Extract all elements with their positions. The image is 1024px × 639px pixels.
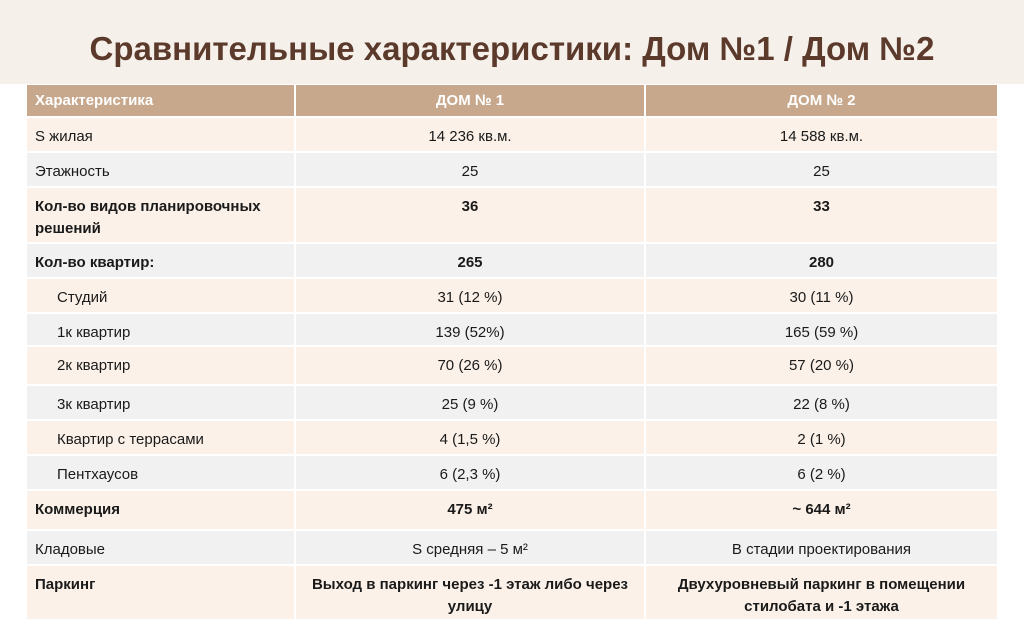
cell: 6 (2 %) <box>645 455 999 491</box>
cell: 2 (1 %) <box>645 420 999 456</box>
cell: В стадии проектирования <box>645 530 999 566</box>
cell: 4 (1,5 %) <box>295 420 646 456</box>
row-label: Этажность <box>27 152 296 188</box>
row-label: 3к квартир <box>27 385 296 421</box>
column-header: ДОМ № 2 <box>645 85 999 118</box>
table-row: Квартир с террасами 4 (1,5 %) 2 (1 %) <box>27 420 999 456</box>
row-label: Коммерция <box>27 490 296 531</box>
cell: ~ 644 м² <box>645 490 999 531</box>
cell: 22 (8 %) <box>645 385 999 421</box>
table-row: 1к квартир 139 (52%) 165 (59 %) <box>27 313 999 347</box>
comparison-table: Характеристика ДОМ № 1 ДОМ № 2 S жилая 14 2… <box>27 85 999 621</box>
column-header: ДОМ № 1 <box>295 85 646 118</box>
row-label: Студий <box>27 278 296 314</box>
table-row: S жилая 14 236 кв.м. 14 588 кв.м. <box>27 117 999 153</box>
table-row: Этажность 25 25 <box>27 152 999 188</box>
table-row: 3к квартир 25 (9 %) 22 (8 %) <box>27 385 999 421</box>
cell: Выход в паркинг через -1 этаж либо через… <box>295 565 646 621</box>
row-label: 1к квартир <box>27 313 296 347</box>
title: Сравнительные характеристики: Дом №1 / Д… <box>89 30 935 67</box>
cell: 25 <box>645 152 999 188</box>
cell: 6 (2,3 %) <box>295 455 646 491</box>
row-label: Паркинг <box>27 565 296 621</box>
table-row: Кол-во видов планировочных решений 36 33 <box>27 187 999 244</box>
cell: S средняя – 5 м² <box>295 530 646 566</box>
title-band <box>0 0 1024 84</box>
table-row: 2к квартир 70 (26 %) 57 (20 %) <box>27 346 999 386</box>
cell: 70 (26 %) <box>295 346 646 386</box>
row-label: S жилая <box>27 117 296 153</box>
cell: 265 <box>295 243 646 279</box>
row-label: Кол-во квартир: <box>27 243 296 279</box>
header-row: Характеристика ДОМ № 1 ДОМ № 2 <box>27 85 999 118</box>
cell: 25 <box>295 152 646 188</box>
cell: 36 <box>295 187 646 244</box>
column-header: Характеристика <box>27 85 296 118</box>
cell: 165 (59 %) <box>645 313 999 347</box>
table-row: Студий 31 (12 %) 30 (11 %) <box>27 278 999 314</box>
cell: Двухуровневый паркинг в помещении стилоб… <box>645 565 999 621</box>
cell: 25 (9 %) <box>295 385 646 421</box>
row-label: 2к квартир <box>27 346 296 386</box>
cell: 33 <box>645 187 999 244</box>
row-label: Пентхаусов <box>27 455 296 491</box>
cell: 139 (52%) <box>295 313 646 347</box>
table-row: Пентхаусов 6 (2,3 %) 6 (2 %) <box>27 455 999 491</box>
table-row: Коммерция 475 м² ~ 644 м² <box>27 490 999 531</box>
table-row: Кладовые S средняя – 5 м² В стадии проекти… <box>27 530 999 566</box>
cell: 475 м² <box>295 490 646 531</box>
table-row: Паркинг Выход в паркинг через -1 этаж либ… <box>27 565 999 621</box>
cell: 14 236 кв.м. <box>295 117 646 153</box>
cell: 30 (11 %) <box>645 278 999 314</box>
row-label: Квартир с террасами <box>27 420 296 456</box>
cell: 14 588 кв.м. <box>645 117 999 153</box>
cell: 57 (20 %) <box>645 346 999 386</box>
cell: 31 (12 %) <box>295 278 646 314</box>
row-label: Кол-во видов планировочных решений <box>27 187 296 244</box>
cell: 280 <box>645 243 999 279</box>
table-row: Кол-во квартир: 265 280 <box>27 243 999 279</box>
row-label: Кладовые <box>27 530 296 566</box>
